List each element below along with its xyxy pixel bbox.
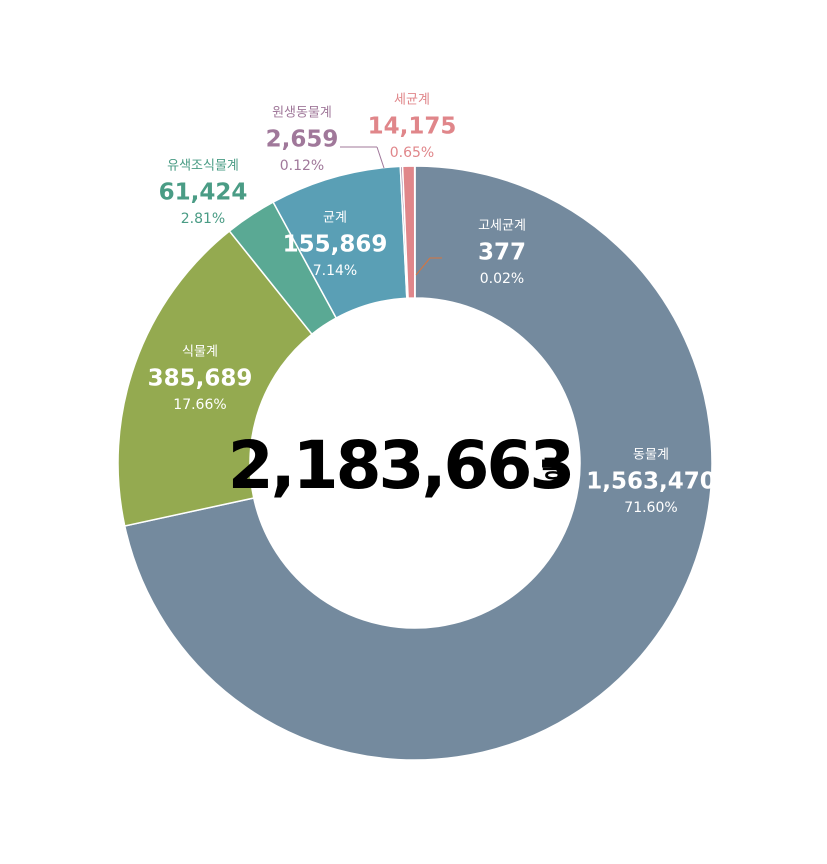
- value-label: 14,175: [368, 114, 457, 140]
- value-label: 377: [478, 240, 526, 266]
- slice: [117, 230, 313, 527]
- category-label: 유색조식물계: [167, 159, 239, 174]
- percent-label: 17.66%: [173, 397, 226, 413]
- total: 2,183,663: [228, 427, 573, 504]
- percent-label: 0.65%: [390, 145, 434, 161]
- category-label: 동물계: [633, 448, 669, 463]
- donut: [117, 165, 713, 761]
- value-label: 2,659: [266, 127, 339, 153]
- slice: [123, 165, 713, 761]
- value-label: 385,689: [148, 366, 253, 392]
- percent-label: 71.60%: [624, 500, 677, 516]
- category-label: 식물계: [182, 345, 218, 360]
- percent-label: 2.81%: [181, 211, 225, 227]
- percent-label: 0.12%: [280, 158, 324, 174]
- value-label: 155,869: [283, 232, 388, 258]
- category-label: 원생동물계: [272, 106, 332, 121]
- category-label: 고세균계: [478, 219, 526, 234]
- leader-line: [415, 257, 431, 276]
- percent-label: 0.02%: [480, 271, 524, 287]
- category-label: 균계: [323, 211, 347, 226]
- total-unit: 종: [542, 455, 564, 483]
- value-label: 61,424: [159, 180, 248, 206]
- category-label: 세균계: [394, 93, 430, 108]
- percent-label: 7.14%: [313, 263, 357, 279]
- value-label: 1,563,470: [586, 469, 716, 495]
- leader-line: [376, 146, 385, 169]
